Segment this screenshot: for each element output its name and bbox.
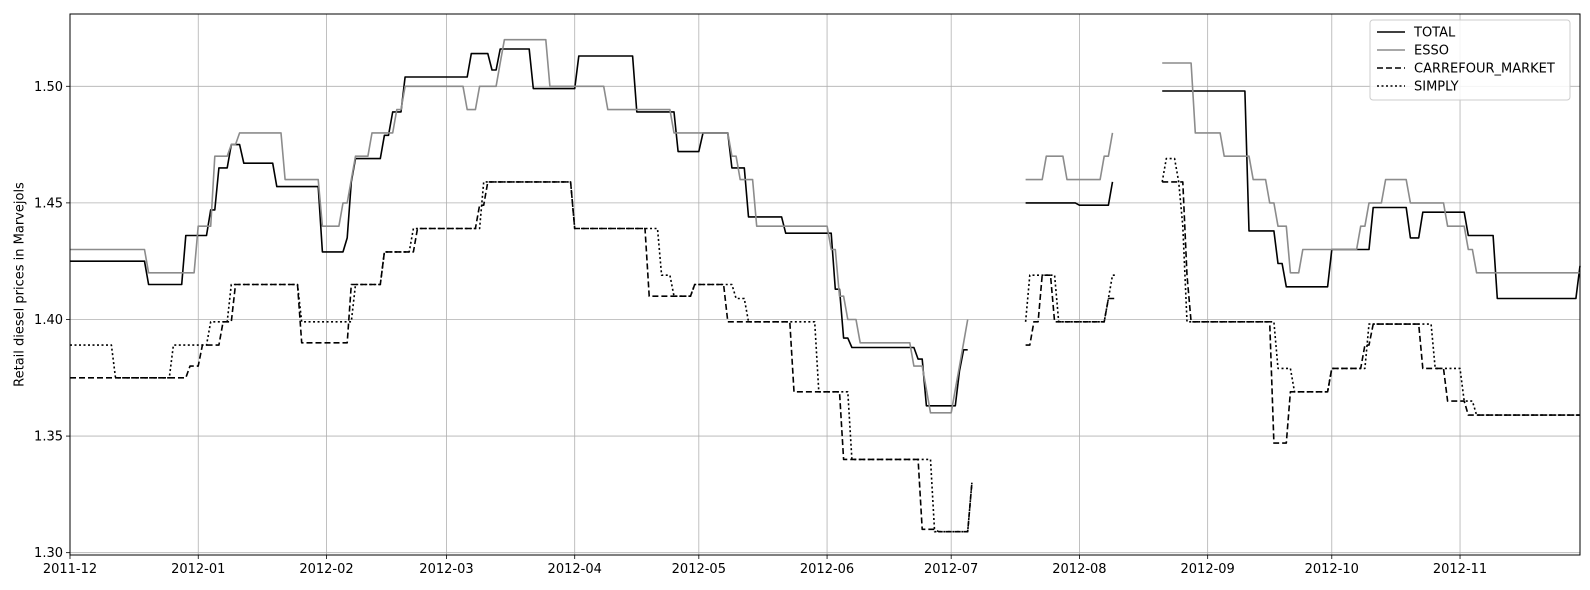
x-axis: 2011-12 2012-01 2012-02 2012-03 2012-04 2012-… [43,555,1487,577]
series-line-total [1162,90,1581,300]
x-tick-label: 2012-06 [800,562,854,577]
series-line-total [1025,181,1114,206]
legend-label: TOTAL [1413,26,1456,41]
x-tick-label: 2012-05 [672,562,726,577]
x-tick-label: 2012-08 [1052,562,1106,577]
series-line-simply [1024,274,1117,323]
grid [69,14,1580,555]
x-tick-label: 2012-09 [1181,562,1235,577]
y-tick-label: 1.40 [34,313,63,328]
series-line-esso [1162,62,1580,274]
x-tick-label: 2012-03 [419,562,473,577]
x-tick-label: 2012-02 [299,562,353,577]
series-line-carrefour-market [70,181,973,533]
series-line-esso [1025,132,1114,181]
y-axis: 1.30 1.35 1.40 1.45 1.50 [34,80,70,561]
legend-label: CARREFOUR_MARKET [1414,62,1555,77]
x-tick-label: 2012-10 [1305,562,1359,577]
x-tick-label: 2012-07 [924,562,978,577]
series-line-simply [1161,157,1580,416]
x-tick-label: 2012-01 [171,562,225,577]
x-tick-label: 2012-04 [548,562,602,577]
y-axis-label: Retail diesel prices in Marvejols [13,182,28,387]
y-tick-label: 1.45 [34,196,63,211]
x-tick-label: 2011-12 [43,562,97,577]
y-tick-label: 1.35 [34,430,63,445]
y-tick-label: 1.30 [34,546,63,561]
legend-label: SIMPLY [1414,80,1459,95]
y-tick-label: 1.50 [34,80,63,95]
legend-label: ESSO [1414,44,1449,59]
x-tick-label: 2012-11 [1433,562,1487,577]
plot-frame [69,13,1581,556]
legend-box [1369,19,1571,101]
series-layer [70,38,1581,533]
series-line-esso [70,38,969,414]
legend: TOTAL ESSO CARREFOUR_MARKET SIMPLY [1369,19,1571,101]
